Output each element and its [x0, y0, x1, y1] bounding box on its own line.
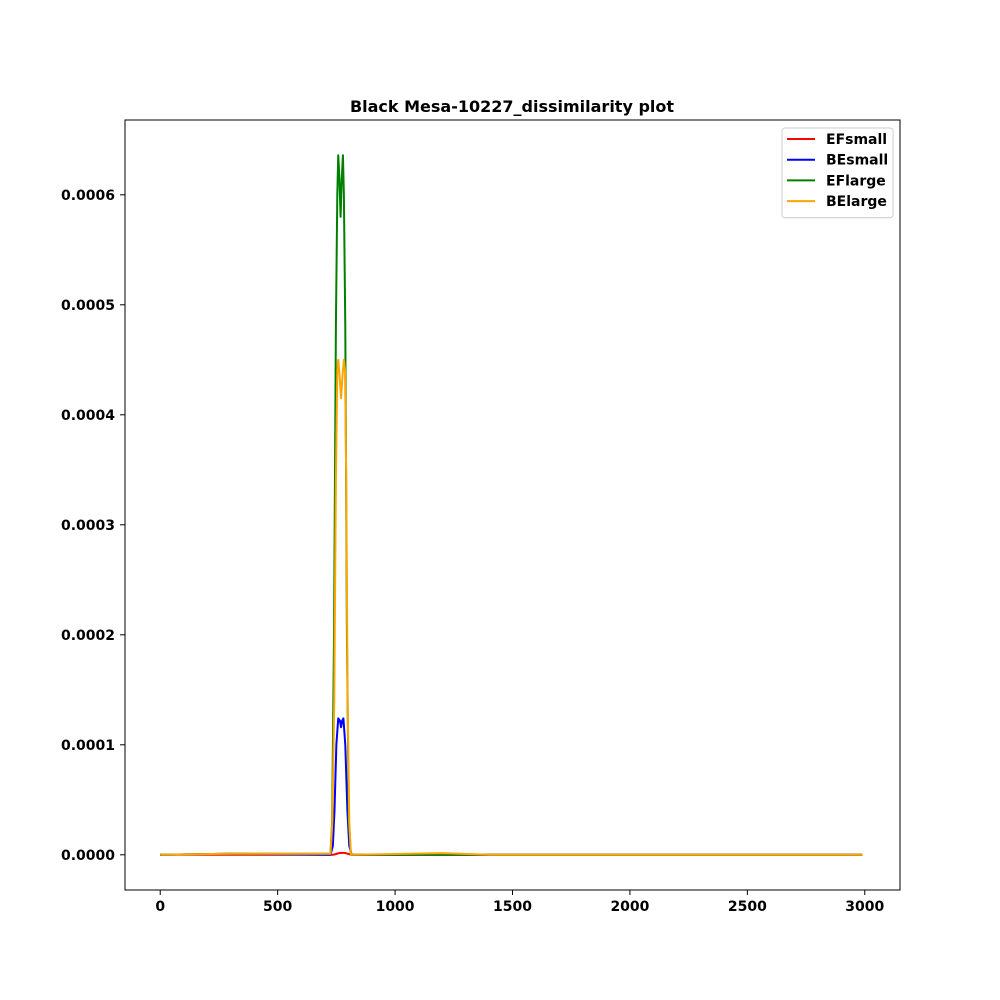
y-tick-label: 0.0003 — [61, 518, 115, 534]
legend: EFsmall BEsmall EFlarge BElarge — [781, 127, 894, 219]
x-tick-label: 1000 — [376, 899, 415, 915]
series-line-belarge — [160, 358, 863, 856]
y-tick-label: 0.0000 — [61, 848, 115, 864]
x-tick-label: 0 — [155, 899, 165, 915]
y-axis: 0.0000 0.0001 0.0002 0.0003 0.0004 0.0005 0.00… — [61, 188, 125, 864]
legend-label: EFlarge — [826, 173, 886, 189]
x-tick-label: 2000 — [610, 899, 649, 915]
x-tick-label: 3000 — [845, 899, 884, 915]
x-tick-label: 500 — [263, 899, 292, 915]
plot-area — [124, 119, 901, 891]
series-layer — [160, 154, 863, 856]
y-tick-label: 0.0006 — [61, 188, 115, 204]
legend-label: EFsmall — [826, 132, 887, 148]
y-tick-label: 0.0004 — [61, 408, 115, 424]
x-axis: 0 500 1000 1500 2000 2500 3000 — [155, 890, 885, 915]
y-tick-label: 0.0001 — [61, 738, 115, 754]
legend-label: BElarge — [826, 194, 887, 210]
x-tick-label: 1500 — [493, 899, 532, 915]
legend-box — [781, 127, 894, 219]
y-tick-label: 0.0002 — [61, 628, 115, 644]
chart-title: Black Mesa-10227_dissimilarity plot — [350, 97, 674, 116]
y-tick-label: 0.0005 — [61, 298, 115, 314]
x-tick-label: 2500 — [728, 899, 767, 915]
legend-label: BEsmall — [826, 153, 888, 169]
